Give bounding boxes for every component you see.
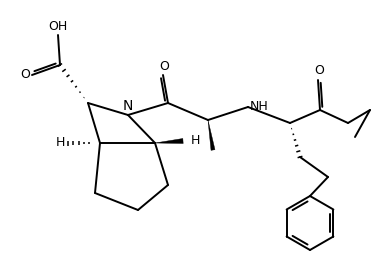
Text: O: O	[20, 68, 30, 81]
Text: OH: OH	[48, 20, 68, 32]
Text: NH: NH	[250, 100, 269, 112]
Text: H: H	[55, 136, 65, 150]
Text: O: O	[159, 59, 169, 73]
Text: N: N	[123, 99, 133, 113]
Text: O: O	[314, 65, 324, 78]
Polygon shape	[208, 120, 215, 150]
Polygon shape	[155, 139, 183, 144]
Text: H: H	[191, 134, 201, 147]
